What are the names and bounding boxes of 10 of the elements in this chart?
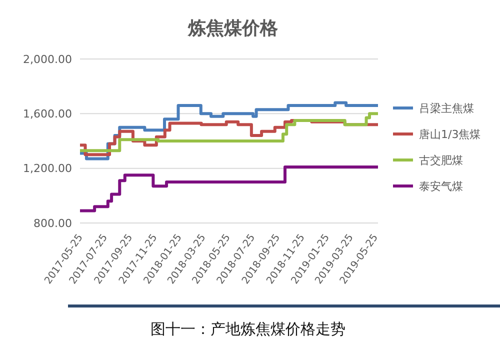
- chart-title: 炼焦煤价格: [187, 18, 279, 39]
- y-tick-label: 1,600.00: [23, 108, 72, 121]
- y-tick-label: 800.00: [34, 216, 72, 230]
- legend-label: 泰安气煤: [419, 180, 463, 193]
- legend-label: 吕梁主焦煤: [419, 102, 474, 115]
- legend-label: 古交肥煤: [419, 154, 463, 167]
- legend-label: 唐山1/3焦煤: [419, 128, 481, 141]
- text: 图十一：产地炼焦煤价格走势: [150, 320, 346, 338]
- y-tick-label: 2,000.00: [23, 52, 72, 66]
- y-tick-label: 1,200.00: [23, 162, 72, 176]
